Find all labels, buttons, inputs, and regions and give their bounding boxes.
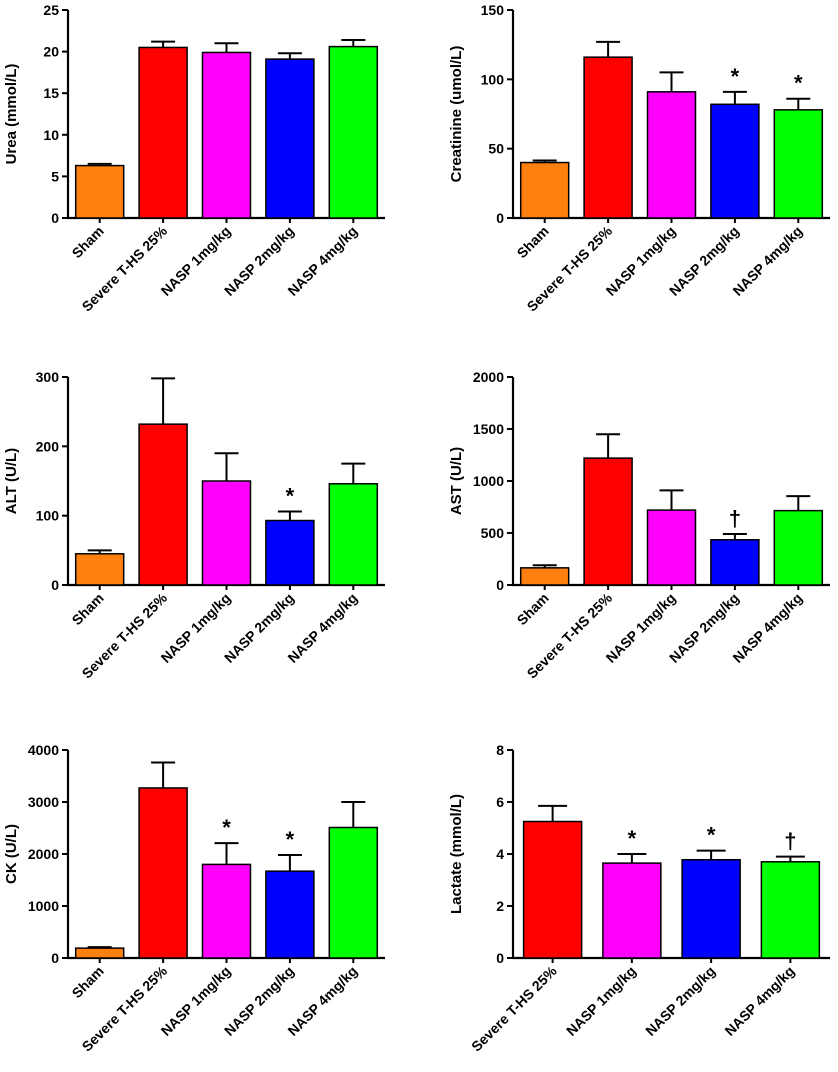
significance-mark: * [222, 815, 231, 840]
bar [138, 46, 188, 219]
bar [519, 567, 570, 586]
bar [710, 539, 760, 586]
bar [201, 863, 252, 959]
bar [74, 553, 125, 586]
y-tick-label: 100 [481, 71, 505, 87]
bar [265, 58, 315, 219]
y-axis-title: Creatinine (umol/L) [448, 46, 465, 183]
category-label: Severe T-HS 25% [468, 962, 560, 1054]
category-label: Sham [69, 223, 107, 261]
significance-mark: * [628, 826, 637, 851]
bar [74, 164, 125, 219]
category-label: NASP 2mg/kg [642, 963, 718, 1039]
bar [201, 480, 252, 586]
bar [773, 109, 824, 219]
bar [583, 56, 633, 219]
y-tick-label: 10 [43, 127, 59, 143]
significance-mark: † [729, 506, 741, 531]
y-tick-label: 1500 [473, 421, 504, 437]
y-tick-label: 4000 [28, 742, 59, 758]
y-tick-label: 1000 [473, 473, 504, 489]
y-axis-title: ALT (U/L) [3, 448, 20, 514]
y-tick-label: 3000 [28, 794, 59, 810]
y-tick-label: 1000 [28, 898, 59, 914]
bar [328, 826, 379, 959]
y-tick-label: 200 [36, 438, 60, 454]
y-tick-label: 2000 [28, 846, 59, 862]
bar [681, 858, 741, 959]
y-tick-label: 0 [496, 210, 504, 226]
bar [328, 45, 379, 219]
y-tick-label: 5 [51, 168, 59, 184]
category-label: Sham [514, 590, 552, 628]
y-axis-title: CK (U/L) [3, 824, 20, 884]
y-tick-label: 25 [43, 2, 59, 18]
bar [773, 509, 824, 586]
bar [710, 103, 760, 219]
bar [760, 861, 821, 959]
category-label: Sham [69, 963, 107, 1001]
category-label: Sham [69, 590, 107, 628]
bar [646, 91, 697, 219]
y-tick-label: 4 [496, 846, 504, 862]
y-tick-label: 2 [496, 898, 504, 914]
panel-lactate: 0 2 4 6 8 Lactate (mmol/L) Severe T-HS 25% * NAS… [448, 742, 830, 1054]
bar [138, 787, 188, 959]
significance-mark: * [286, 484, 295, 509]
bar [265, 870, 315, 959]
bar [646, 509, 697, 586]
y-tick-label: 50 [488, 141, 504, 157]
y-tick-label: 2000 [473, 369, 504, 385]
significance-mark: * [731, 64, 740, 89]
bar [74, 947, 125, 959]
y-tick-label: 0 [51, 577, 59, 593]
y-tick-label: 0 [51, 950, 59, 966]
bar [522, 820, 583, 959]
y-axis-title: Urea (mmol/L) [3, 64, 20, 165]
category-label: NASP 4mg/kg [721, 963, 797, 1039]
y-tick-label: 6 [496, 794, 504, 810]
significance-mark: * [286, 827, 295, 852]
bar [602, 862, 662, 959]
y-tick-label: 0 [496, 577, 504, 593]
y-tick-label: 8 [496, 742, 504, 758]
significance-mark: * [707, 823, 716, 848]
y-tick-label: 500 [481, 525, 505, 541]
bar [519, 161, 570, 219]
bar [265, 519, 315, 586]
category-label: Sham [514, 223, 552, 261]
y-tick-label: 0 [496, 950, 504, 966]
y-tick-label: 300 [36, 369, 60, 385]
bar [328, 483, 379, 586]
significance-mark: † [784, 829, 796, 854]
y-tick-label: 0 [51, 210, 59, 226]
bar [138, 423, 188, 586]
y-tick-label: 100 [36, 508, 60, 524]
y-tick-label: 150 [481, 2, 505, 18]
y-tick-label: 15 [43, 85, 59, 101]
bar [583, 457, 633, 586]
y-axis-title: AST (U/L) [448, 447, 465, 515]
bar [201, 51, 252, 219]
category-label: NASP 1mg/kg [563, 963, 639, 1039]
y-tick-label: 20 [43, 44, 59, 60]
y-axis-title: Lactate (mmol/L) [448, 794, 465, 914]
significance-mark: * [794, 71, 803, 96]
